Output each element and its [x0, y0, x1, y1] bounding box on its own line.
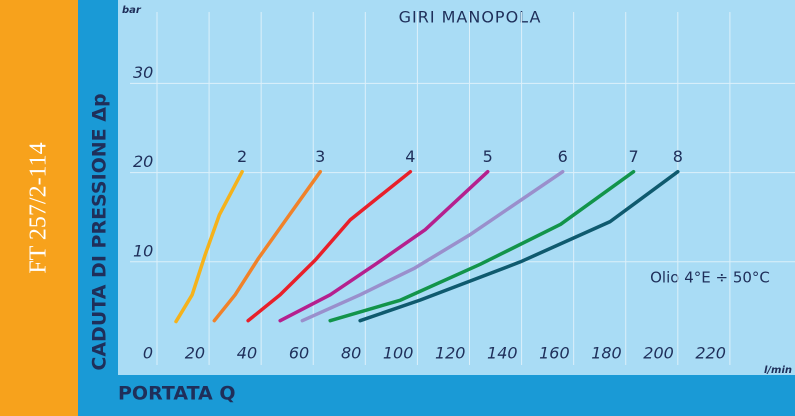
- curve: [300, 169, 565, 323]
- curve: [246, 169, 413, 323]
- x-tick-label: 100: [383, 344, 414, 363]
- y-axis-label: CADUTA DI PRESSIONE Δp: [89, 93, 111, 370]
- curve: [174, 169, 244, 324]
- curve-label: 5: [483, 147, 493, 166]
- side-strip: [0, 0, 78, 416]
- x-tick-label: 200: [643, 344, 674, 363]
- curve-label: 6: [558, 147, 568, 166]
- curve: [212, 169, 323, 323]
- curve-label: 2: [237, 147, 247, 166]
- y-tick-label: 30: [133, 63, 153, 82]
- x-tick-label: 180: [591, 344, 622, 363]
- curve-label: 8: [673, 147, 683, 166]
- x-tick-label: 120: [435, 344, 466, 363]
- y-unit: bar: [122, 5, 142, 16]
- curve-label: 3: [315, 147, 325, 166]
- side-label: FT 257/2-114: [26, 142, 52, 273]
- x-tick-label: 140: [487, 344, 518, 363]
- chart-title: GIRI MANOPOLA: [399, 8, 542, 27]
- curve: [278, 169, 490, 323]
- x-tick-label: 60: [289, 344, 309, 363]
- plot-area: [118, 0, 795, 375]
- curve-label: 7: [628, 147, 638, 166]
- annotation: Olio 4°E ÷ 50°C: [650, 269, 770, 287]
- x-tick-label: 40: [237, 344, 257, 363]
- x-tick-label: 80: [341, 344, 361, 363]
- curve: [328, 169, 636, 323]
- y-tick-label: 20: [133, 152, 153, 171]
- x-tick-label: 0: [143, 344, 153, 363]
- x-unit: l/min: [764, 365, 792, 376]
- x-tick-label: 220: [695, 344, 726, 363]
- curve: [358, 169, 680, 323]
- y-tick-label: 10: [133, 241, 153, 260]
- x-tick-label: 160: [539, 344, 570, 363]
- x-tick-label: 20: [185, 344, 205, 363]
- x-axis-label: PORTATA Q: [118, 383, 236, 405]
- curve-label: 4: [405, 147, 415, 166]
